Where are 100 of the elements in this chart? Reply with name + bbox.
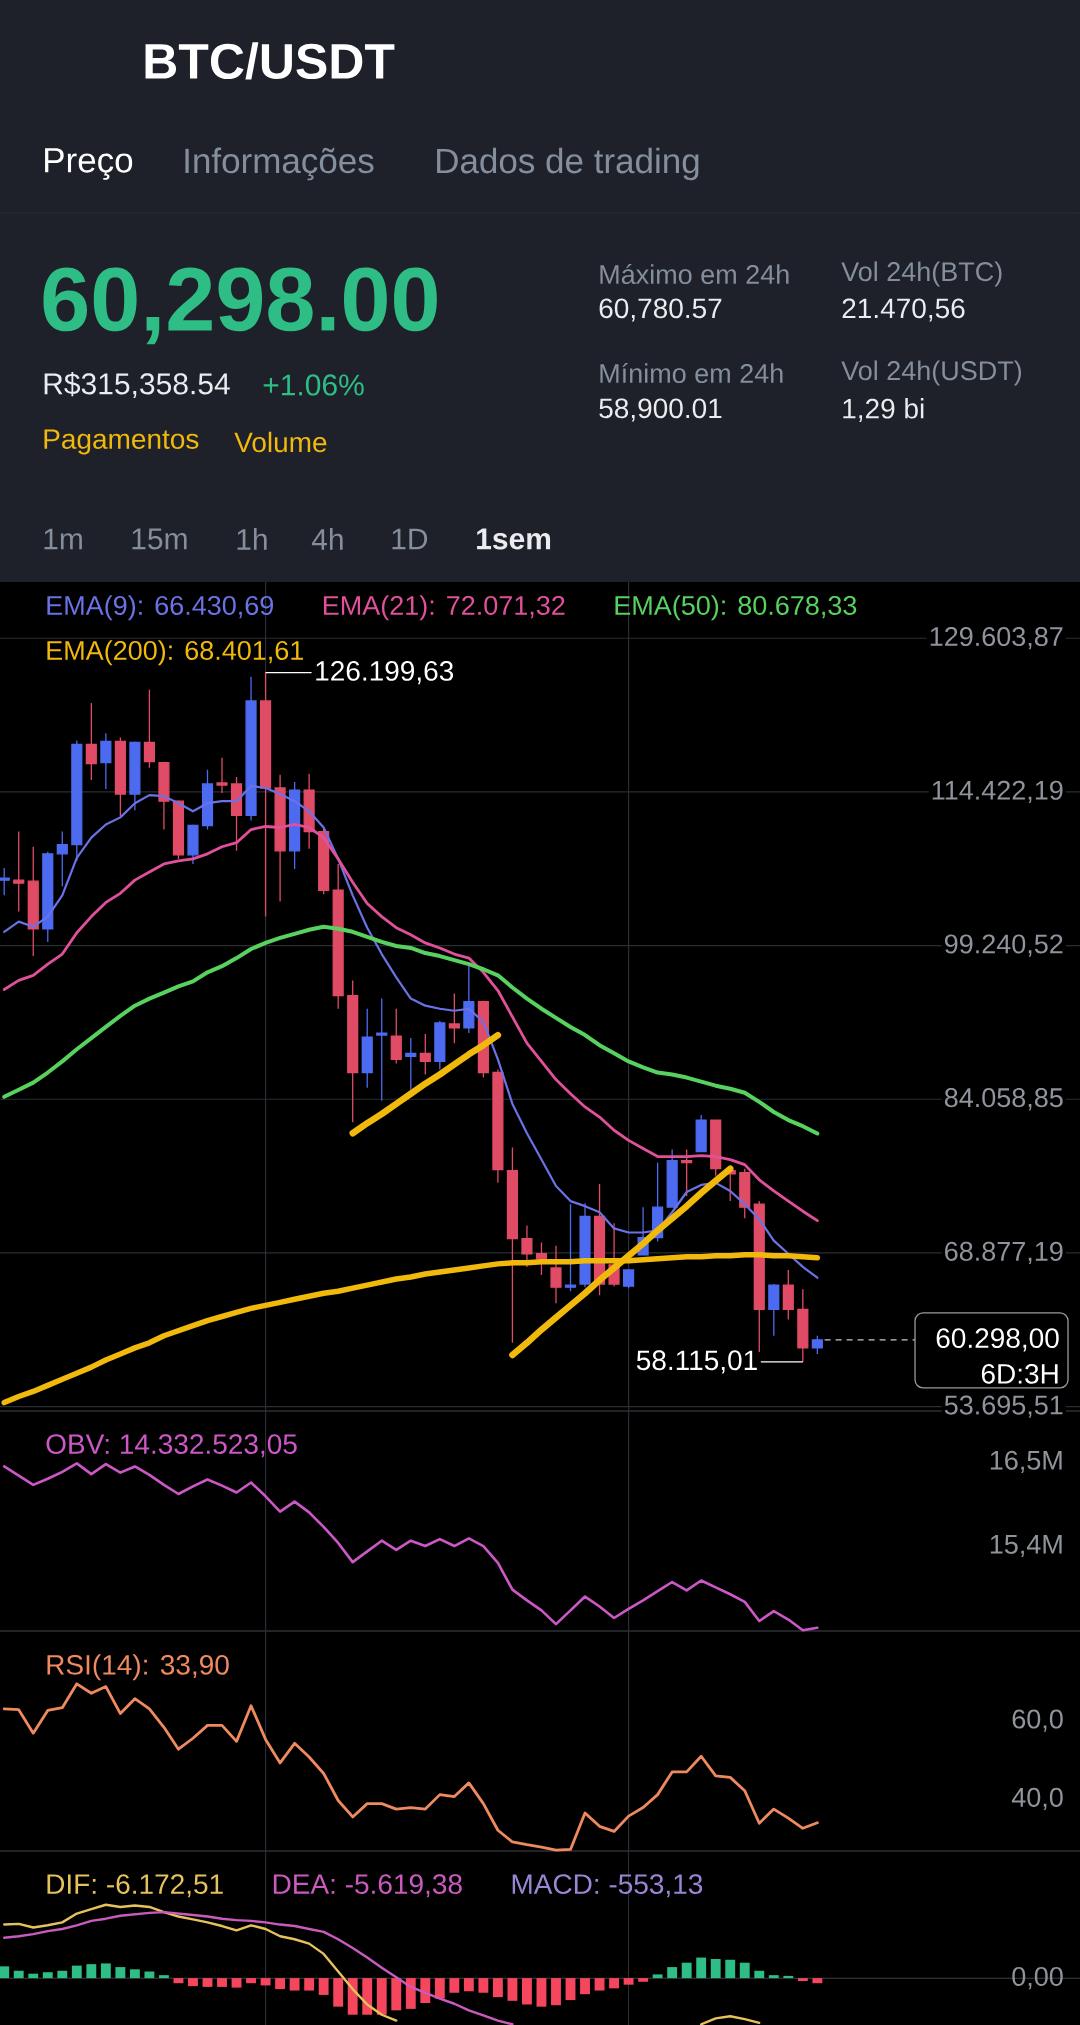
text: EMA(21): 72.071,32 (323, 595, 565, 621)
candlestick (100, 732, 112, 790)
annotation: 58.115,01 (636, 1350, 757, 1374)
candlestick (564, 1203, 577, 1292)
bar (638, 1978, 649, 1982)
bar (188, 1978, 198, 1987)
candlestick (376, 997, 388, 1102)
bar (318, 1978, 329, 1995)
bar (391, 1978, 402, 2011)
bar (565, 1978, 576, 2001)
bar (42, 1972, 53, 1979)
bar (246, 1978, 256, 1984)
series-label: DIF: -6.172,51 (47, 1874, 223, 1898)
bar (231, 1978, 242, 1988)
bar (725, 1959, 736, 1979)
candlestick (419, 1033, 431, 1076)
candlestick (405, 1037, 417, 1091)
text: MACD: -553,13 (512, 1874, 703, 1898)
bar (536, 1978, 547, 2007)
bar (86, 1964, 97, 1979)
bar (275, 1978, 286, 1990)
bar (739, 1962, 750, 1979)
series-label: RSI(14): 33,90 (47, 1654, 229, 1681)
text: 21.470,56 (842, 298, 965, 322)
candlestick (259, 671, 272, 918)
candlestick (143, 689, 155, 769)
bar (522, 1978, 532, 2005)
text: Pagamentos (44, 429, 199, 455)
bar (434, 1978, 445, 1999)
candlestick (216, 756, 228, 794)
y-tick-label: 99.240,52 (944, 934, 1063, 957)
text: EMA(200): 68.401,61 (47, 640, 304, 666)
bar (159, 1975, 169, 1979)
bar (754, 1970, 765, 1979)
text: 60,298.00 (43, 267, 437, 345)
candlestick (506, 1146, 519, 1344)
bar (478, 1978, 489, 1993)
candlestick (695, 1114, 707, 1153)
bar (28, 1973, 39, 1979)
bar (100, 1963, 111, 1979)
bar (449, 1978, 460, 1993)
annotation: 126.199,63 (316, 661, 454, 685)
bar (289, 1978, 300, 1991)
bar (681, 1962, 692, 1979)
text: R$315,358.54 (44, 371, 230, 399)
y-tick-label: 16,5M (990, 1450, 1062, 1474)
text: 1m (44, 528, 82, 550)
candlestick (361, 1008, 373, 1089)
bar (667, 1967, 678, 1979)
text: EMA(9): 66.430,69 (47, 595, 274, 621)
candlestick (187, 823, 199, 865)
bar (710, 1959, 721, 1979)
bar (115, 1967, 126, 1979)
text: 58,900.01 (599, 398, 722, 422)
y-tick-label: 60,0 (1012, 1709, 1063, 1732)
bar (202, 1978, 213, 1987)
candlestick (56, 830, 68, 887)
candlestick (434, 1020, 446, 1071)
y-tick-label: 15,4M (990, 1535, 1062, 1558)
line-series (2, 1462, 819, 1632)
bar (71, 1965, 82, 1979)
text: 1,29 bi (843, 398, 924, 422)
bar (623, 1978, 634, 1985)
bar (217, 1978, 227, 1987)
bar (333, 1978, 344, 2007)
bar (594, 1978, 605, 1991)
y-tick-label: 129.603,87 (930, 626, 1063, 650)
text: 0,00 (1012, 1966, 1063, 1990)
text: 4h (311, 528, 343, 550)
bar (13, 1970, 24, 1979)
bar (768, 1975, 779, 1979)
candlestick (768, 1283, 780, 1337)
line-series (2, 1682, 819, 1852)
text: Volume (234, 431, 327, 453)
bar (144, 1971, 155, 1979)
candlestick (158, 761, 170, 831)
text: 15m (132, 528, 187, 550)
candlestick (782, 1269, 794, 1321)
candlestick (550, 1245, 562, 1305)
line-series (2, 924, 820, 1136)
text: 60,780.57 (599, 298, 722, 322)
candlestick (347, 979, 359, 1123)
text: Dados de trading (437, 147, 699, 181)
bar (376, 1978, 387, 2015)
bar (0, 1966, 10, 1979)
line-series (3, 784, 819, 1279)
candlestick (492, 1068, 504, 1184)
bar (507, 1978, 518, 2001)
bar (129, 1969, 140, 1979)
bar (405, 1978, 416, 2009)
candlestick (521, 1224, 533, 1268)
ref-line-label: 60.298,00 (936, 1328, 1059, 1352)
bar (797, 1978, 808, 1982)
text: BTC/USDT (145, 42, 395, 80)
candlestick (274, 774, 286, 903)
text: Mínimo em 24h (600, 362, 783, 384)
text: +1.06% (263, 374, 364, 396)
bar (260, 1978, 271, 1986)
candlestick (42, 851, 54, 943)
text: 1D (392, 528, 428, 550)
